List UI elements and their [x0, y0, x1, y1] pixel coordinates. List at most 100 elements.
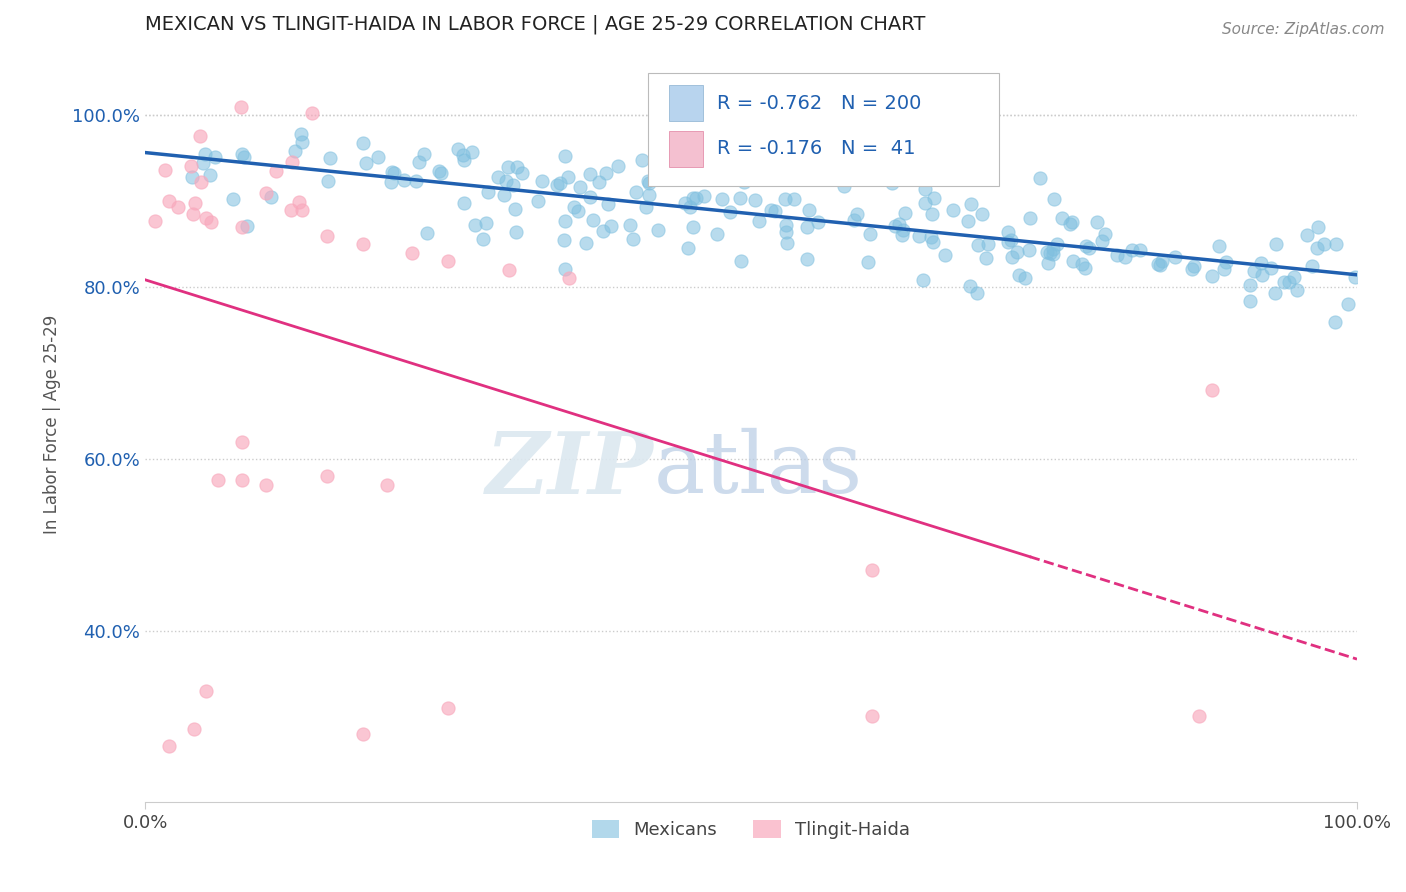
Point [553, 233, 575, 247]
Point [579, 167, 602, 181]
Point [1074, 239, 1097, 253]
Point [194, 683, 217, 698]
Point [1071, 257, 1094, 271]
Point [446, 142, 468, 156]
Point [1306, 219, 1329, 234]
Point [706, 227, 728, 242]
Point [860, 564, 883, 578]
Point [181, 207, 204, 221]
Point [1239, 294, 1261, 309]
Point [759, 202, 782, 217]
Point [401, 245, 423, 260]
Point [1085, 215, 1108, 229]
Point [352, 237, 374, 252]
Point [1152, 253, 1174, 268]
Point [356, 156, 378, 170]
Point [427, 164, 450, 178]
Point [1062, 253, 1084, 268]
Point [1028, 170, 1050, 185]
Point [1046, 236, 1069, 251]
Point [1039, 246, 1062, 260]
Point [1036, 256, 1059, 270]
Point [1301, 259, 1323, 273]
Point [180, 170, 202, 185]
Point [260, 190, 283, 204]
Point [381, 165, 404, 179]
Point [882, 176, 904, 190]
Point [884, 219, 907, 233]
Point [194, 211, 217, 226]
Point [921, 207, 943, 221]
Point [676, 241, 699, 255]
Point [997, 235, 1019, 249]
Point [960, 197, 983, 211]
Point [637, 188, 659, 202]
Point [1182, 260, 1205, 274]
Point [807, 215, 830, 229]
Point [1201, 269, 1223, 284]
Point [731, 172, 754, 186]
Point [554, 149, 576, 163]
Point [1094, 227, 1116, 241]
Point [416, 226, 439, 240]
Point [634, 201, 657, 215]
Point [352, 136, 374, 151]
Point [1114, 250, 1136, 264]
Point [704, 172, 727, 186]
Point [621, 232, 644, 246]
Point [1000, 233, 1022, 247]
Point [889, 217, 911, 231]
Point [718, 205, 741, 219]
Point [183, 723, 205, 737]
Point [1001, 251, 1024, 265]
Point [315, 469, 337, 483]
Point [291, 135, 314, 149]
Point [503, 202, 526, 216]
Point [748, 214, 770, 228]
Point [775, 235, 797, 250]
Point [200, 215, 222, 229]
Point [638, 177, 661, 191]
Point [290, 128, 312, 142]
Point [1324, 237, 1347, 252]
Point [198, 168, 221, 182]
Point [974, 251, 997, 265]
Point [506, 160, 529, 174]
Point [453, 196, 475, 211]
Point [567, 204, 589, 219]
Point [1278, 276, 1301, 290]
Point [775, 225, 797, 239]
Point [394, 173, 416, 187]
Point [1164, 250, 1187, 264]
Point [557, 169, 579, 184]
Point [1188, 709, 1211, 723]
Point [492, 188, 515, 202]
Point [1091, 234, 1114, 248]
Point [437, 701, 460, 715]
Y-axis label: In Labor Force | Age 25-29: In Labor Force | Age 25-29 [44, 315, 60, 534]
Point [231, 146, 253, 161]
Point [1306, 241, 1329, 255]
Point [972, 206, 994, 220]
Point [1250, 255, 1272, 269]
Point [184, 195, 207, 210]
Point [1201, 383, 1223, 397]
Point [204, 150, 226, 164]
Point [977, 236, 1000, 251]
Point [959, 279, 981, 293]
Point [924, 190, 946, 204]
Point [280, 202, 302, 217]
Point [190, 175, 212, 189]
Point [498, 263, 520, 277]
Point [531, 173, 554, 187]
Point [891, 227, 914, 242]
Point [288, 194, 311, 209]
Point [1059, 217, 1081, 231]
FancyBboxPatch shape [669, 130, 703, 167]
Point [582, 212, 605, 227]
Point [797, 203, 820, 218]
Point [1129, 243, 1152, 257]
FancyBboxPatch shape [648, 73, 1000, 186]
Point [408, 155, 430, 169]
Point [569, 179, 592, 194]
